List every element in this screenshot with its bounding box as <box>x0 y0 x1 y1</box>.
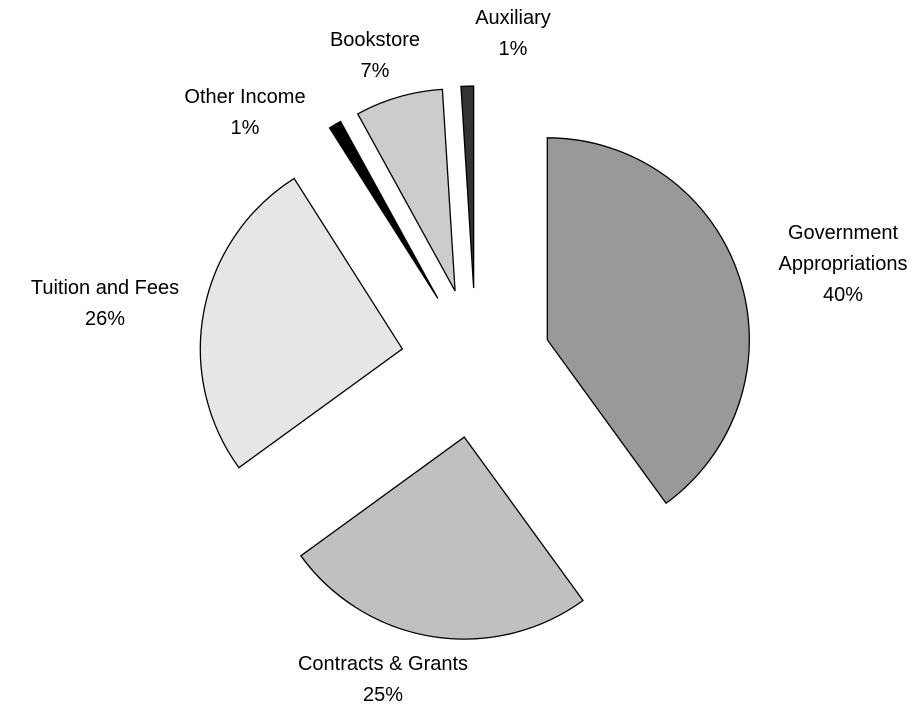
slice-name: Bookstore <box>329 29 421 51</box>
pie-slice <box>199 177 404 469</box>
slice-label: Contracts & Grants 25% <box>253 649 513 711</box>
pie-slice <box>460 85 475 289</box>
slice-name: Tuition and Fees <box>30 277 180 299</box>
slice-name: Government Appropriations <box>778 222 908 275</box>
slice-value: 1% <box>498 38 528 60</box>
slice-label: Tuition and Fees 26% <box>0 273 225 335</box>
slice-value: 40% <box>822 284 864 306</box>
slice-label: Bookstore 7% <box>275 25 475 87</box>
slice-label: Government Appropriations 40% <box>763 218 918 311</box>
slice-value: 26% <box>84 308 126 330</box>
pie-slice <box>356 88 456 292</box>
slice-name: Other Income <box>184 86 306 108</box>
slice-value: 1% <box>230 117 260 139</box>
pie-slice <box>546 137 750 505</box>
slice-value: 25% <box>362 684 404 706</box>
slice-label: Auxiliary 1% <box>413 3 613 65</box>
pie-slice <box>328 120 439 299</box>
pie-slice <box>299 436 584 640</box>
slice-label: Other Income 1% <box>125 82 365 144</box>
slice-name: Contracts & Grants <box>297 653 469 675</box>
slice-value: 7% <box>360 60 390 82</box>
slice-name: Auxiliary <box>475 7 551 29</box>
